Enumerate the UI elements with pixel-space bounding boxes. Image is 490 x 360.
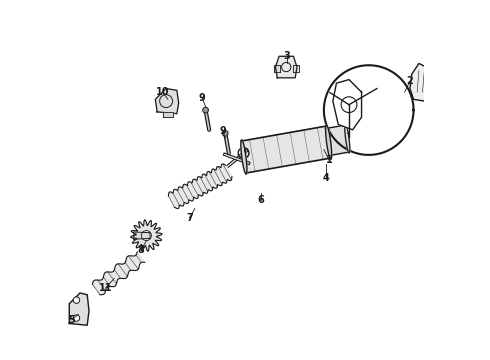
Polygon shape (163, 112, 173, 117)
Polygon shape (69, 293, 89, 325)
Polygon shape (275, 56, 297, 78)
Polygon shape (241, 140, 247, 174)
Polygon shape (325, 125, 350, 156)
Text: 3: 3 (284, 51, 291, 61)
Polygon shape (274, 65, 280, 72)
Polygon shape (134, 232, 150, 239)
Text: 9: 9 (220, 126, 226, 135)
Circle shape (73, 315, 80, 321)
Text: 7: 7 (186, 213, 193, 222)
Circle shape (73, 297, 80, 303)
Circle shape (222, 131, 228, 136)
Polygon shape (333, 80, 362, 130)
Polygon shape (345, 124, 350, 153)
Polygon shape (293, 65, 299, 72)
Text: 2: 2 (407, 76, 414, 86)
Polygon shape (410, 63, 428, 101)
Text: 11: 11 (99, 283, 113, 293)
Circle shape (203, 107, 208, 113)
Text: 10: 10 (156, 87, 169, 97)
Text: 9: 9 (198, 93, 205, 103)
Polygon shape (131, 220, 162, 251)
Polygon shape (241, 126, 331, 173)
Text: 6: 6 (258, 195, 265, 205)
Text: 1: 1 (326, 155, 333, 165)
Text: 4: 4 (322, 173, 329, 183)
Polygon shape (155, 89, 179, 114)
Polygon shape (93, 252, 145, 295)
Polygon shape (169, 164, 232, 208)
Text: 5: 5 (69, 315, 75, 325)
Polygon shape (325, 125, 332, 159)
Text: 8: 8 (138, 245, 145, 255)
